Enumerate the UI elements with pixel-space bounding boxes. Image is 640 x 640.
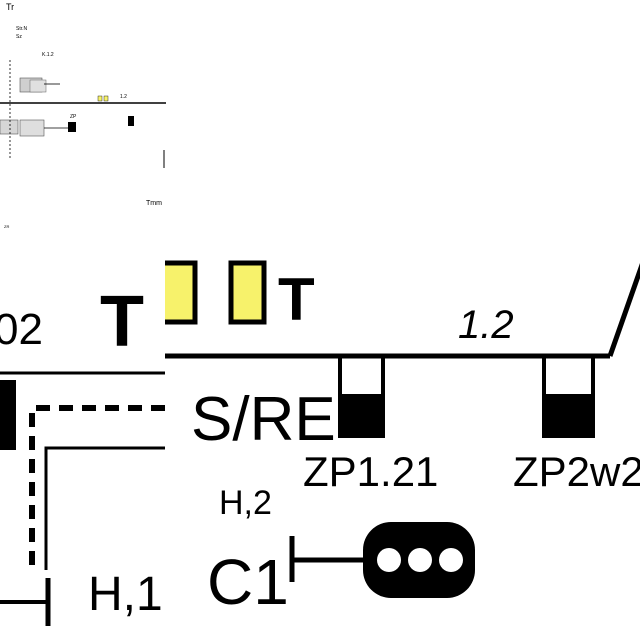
left-zoom-diagram: 02 T H,1 [0, 282, 165, 626]
thumbnail-corner-label: Tr [6, 2, 14, 12]
thumbnail-box-2 [29, 79, 47, 93]
thumbnail-header-line-1: Str.N [16, 26, 28, 32]
left-zoom-panel: 02 T H,1 [0, 240, 165, 640]
sre-label: S/RE [191, 385, 336, 454]
left-dashed-route [29, 405, 165, 570]
left-h-label: H,1 [88, 568, 163, 621]
thumbnail-label-footer: ZR [4, 224, 9, 229]
left-t-label: T [100, 282, 144, 362]
thumbnail-label-right: 1.2 [120, 94, 127, 100]
zp1-block [340, 394, 383, 436]
zp2-block [544, 394, 593, 436]
left-route-line [44, 446, 165, 570]
c1-label: C1 [207, 546, 289, 618]
track-label: 1.2 [458, 303, 514, 347]
thumbnail-header-line-2: Sz [16, 34, 22, 40]
main-t-label: T [278, 266, 315, 333]
thumbnail-label-mid: ZP [70, 114, 77, 120]
thumbnail-box-3 [0, 119, 19, 135]
left-signal-block [0, 380, 16, 450]
thumbnail-box-4 [19, 119, 45, 137]
thumbnail-label-top: K.1.2 [42, 52, 54, 58]
thumbnail-yellow-1 [97, 95, 103, 102]
signal-lamp-3 [439, 548, 463, 572]
overview-thumbnail: Tr Str.N Sz K.1.2 1.2 ZP Tmm ZR [0, 0, 168, 240]
signal-yellow-right [228, 260, 267, 325]
overview-diagram: Tr Str.N Sz K.1.2 1.2 ZP Tmm ZR [0, 2, 166, 229]
main-zoom-panel: T 1.2 S/RE ZP1.21 ZP2w2 H,2 C1 [165, 256, 640, 640]
thumbnail-signal-1 [68, 122, 76, 132]
zp1-label: ZP1.21 [303, 448, 438, 495]
signal-lamp-1 [377, 548, 401, 572]
signal-lamp-2 [408, 548, 432, 572]
diagonal-track [607, 262, 640, 357]
left-code-label: 02 [0, 305, 43, 354]
main-zoom-diagram: T 1.2 S/RE ZP1.21 ZP2w2 H,2 C1 [165, 260, 640, 618]
zp2-label: ZP2w2 [513, 448, 640, 495]
thumbnail-yellow-2 [103, 95, 109, 102]
h2-label: H,2 [219, 484, 272, 522]
thumbnail-signal-2 [128, 116, 134, 126]
thumbnail-label-bottom-right: Tmm [146, 200, 162, 207]
signal-yellow-left [165, 260, 198, 325]
